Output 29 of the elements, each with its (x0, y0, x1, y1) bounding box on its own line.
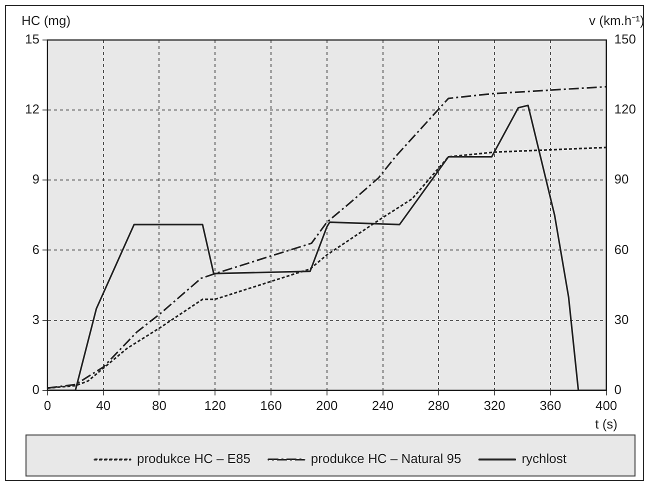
y-tick-label: 15 (24, 32, 40, 47)
y2-tick-label: 30 (614, 312, 629, 327)
y-tick-label: 0 (32, 382, 40, 397)
y2-axis-title: v (km.h⁻¹) (589, 13, 644, 28)
y2-tick-label: 150 (614, 32, 636, 47)
x-tick-label: 160 (260, 398, 282, 413)
x-tick-label: 400 (595, 398, 618, 413)
legend-label: produkce HC – Natural 95 (310, 451, 462, 466)
x-tick-label: 120 (204, 398, 226, 413)
x-axis-title: t (s) (595, 416, 618, 432)
y2-tick-label: 90 (614, 172, 629, 187)
y-tick-label: 12 (24, 102, 40, 117)
x-tick-label: 360 (540, 398, 562, 413)
y-tick-label: 6 (32, 242, 40, 257)
y-tick-label: 3 (32, 312, 40, 327)
y2-tick-label: 0 (614, 382, 622, 397)
legend-label: produkce HC – E85 (136, 451, 250, 466)
x-tick-label: 200 (316, 398, 338, 413)
y-tick-label: 9 (32, 172, 40, 187)
x-tick-label: 0 (44, 398, 52, 413)
y2-tick-label: 120 (614, 102, 636, 117)
x-tick-label: 40 (96, 398, 111, 413)
x-tick-label: 80 (152, 398, 166, 413)
y2-tick-label: 60 (614, 242, 629, 257)
x-tick-label: 320 (484, 398, 506, 413)
y-axis-title: HC (mg) (21, 13, 71, 28)
x-tick-label: 280 (428, 398, 450, 413)
x-tick-label: 240 (372, 398, 394, 413)
legend-label: rychlost (522, 451, 567, 466)
